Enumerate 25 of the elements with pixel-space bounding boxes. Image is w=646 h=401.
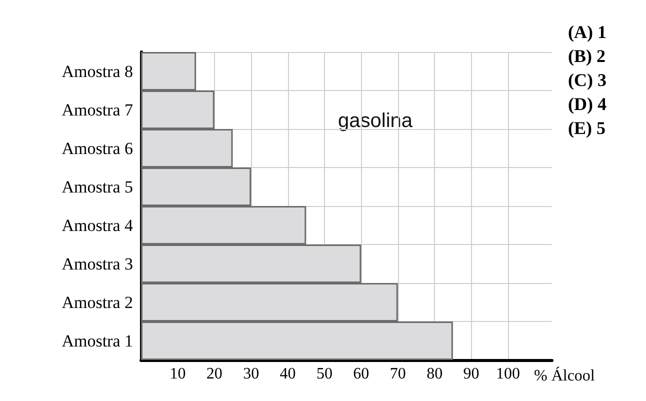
annotation: gasolina xyxy=(338,110,414,132)
x-tick-label: 50 xyxy=(316,366,332,382)
x-tick-label: 90 xyxy=(463,366,480,382)
x-axis-title: % Álcool xyxy=(534,366,596,384)
text: (C) 3 xyxy=(568,70,606,90)
x-tick-label: 80 xyxy=(426,366,443,382)
x-tick-label: 10 xyxy=(170,366,186,382)
text: (A) 1 xyxy=(568,22,606,42)
y-tick-label: Amostra 7 xyxy=(62,100,134,120)
x-tick-label: 20 xyxy=(206,366,222,382)
x-tick-label: 100 xyxy=(496,366,520,382)
x-tick-label: 40 xyxy=(280,366,296,382)
y-tick-label: Amostra 8 xyxy=(62,62,133,81)
y-tick-label: Amostra 1 xyxy=(62,331,133,350)
x-tick-label: 70 xyxy=(390,366,406,382)
x-tick-label: 30 xyxy=(243,366,260,382)
y-tick-label: Amostra 5 xyxy=(62,177,133,196)
text: (E) 5 xyxy=(568,118,606,138)
y-tick-label: Amostra 6 xyxy=(62,138,133,158)
y-tick-label: Amostra 4 xyxy=(62,216,134,235)
text: (D) 4 xyxy=(568,94,606,114)
x-tick-label: 60 xyxy=(353,366,370,382)
y-tick-label: Amostra 3 xyxy=(62,254,133,274)
text: (B) 2 xyxy=(568,46,606,66)
y-tick-label: Amostra 2 xyxy=(62,292,133,312)
